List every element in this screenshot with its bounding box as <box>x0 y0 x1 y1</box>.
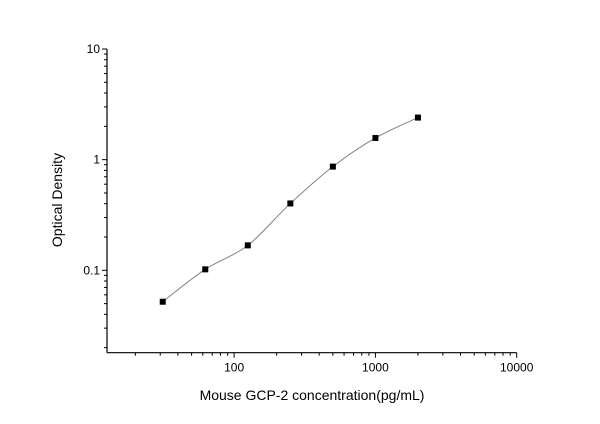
data-point <box>329 163 336 170</box>
x-tick-label: 1000 <box>362 361 389 375</box>
data-point <box>287 200 294 207</box>
y-tick-label: 10 <box>87 42 101 56</box>
data-points <box>159 114 421 305</box>
data-point <box>159 298 166 305</box>
y-tick-labels: 0.1 1 10 <box>83 42 100 277</box>
y-tick-label: 0.1 <box>83 263 100 277</box>
data-point <box>372 134 379 141</box>
x-axis-title: Mouse GCP-2 concentration(pg/mL) <box>200 387 425 403</box>
x-tick-label: 100 <box>224 361 244 375</box>
axes <box>102 48 518 358</box>
data-point <box>414 114 421 121</box>
y-axis-title: Optical Density <box>49 153 65 247</box>
fit-curve <box>162 117 419 303</box>
y-tick-label: 1 <box>93 153 100 167</box>
x-tick-labels: 100 1000 10000 <box>224 361 534 375</box>
data-point <box>244 242 251 249</box>
x-tick-label: 10000 <box>500 361 534 375</box>
data-point <box>202 266 209 273</box>
